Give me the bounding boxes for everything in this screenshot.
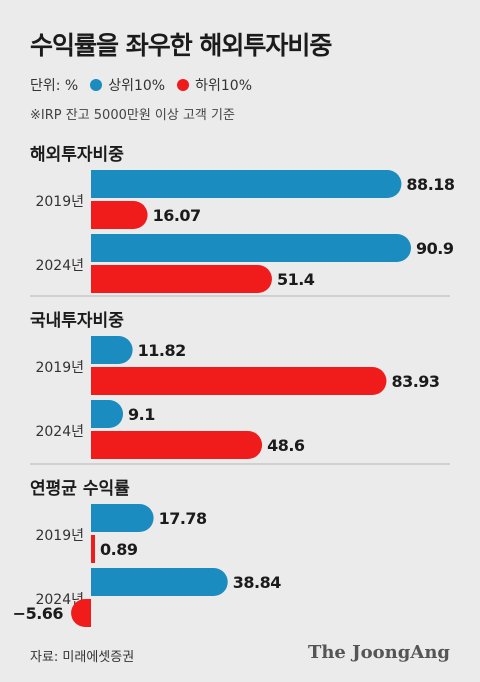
publisher-logo: The JoongAng (307, 642, 450, 663)
chart-title: 수익률을 좌우한 해외투자비중 (30, 31, 332, 60)
data-label: −5.66 (13, 604, 64, 623)
data-label: 16.07 (153, 206, 201, 225)
data-label: 38.84 (233, 573, 281, 592)
unit-label: 단위: % (30, 78, 79, 94)
bar-bottom10 (71, 599, 91, 627)
bar-top10 (91, 568, 228, 596)
category-label: 2024년 (35, 258, 84, 274)
legend: 단위: % 상위10% 하위10% (30, 75, 252, 95)
source-text: 자료: 미래에셋증권 (30, 650, 135, 665)
legend-label-top10: 상위10% (108, 78, 166, 94)
category-label: 2024년 (35, 424, 84, 440)
legend-label-bottom10: 하위10% (195, 78, 253, 94)
bar-bottom10 (91, 431, 263, 459)
bar-top10 (91, 504, 154, 532)
data-label: 88.18 (406, 175, 454, 194)
footnote: ※IRP 잔고 5000만원 이상 고객 기준 (30, 108, 235, 123)
data-label: 17.78 (159, 509, 207, 528)
data-label: 90.9 (416, 239, 454, 258)
bar-bottom10 (91, 535, 95, 563)
panel-title: 해외투자비중 (30, 145, 124, 165)
data-label: 0.89 (100, 540, 138, 559)
bar-bottom10 (91, 367, 387, 395)
legend-swatch-top10 (90, 79, 103, 91)
category-label: 2024년 (35, 592, 84, 608)
bar-top10 (91, 170, 402, 198)
data-label: 83.93 (391, 372, 439, 391)
legend-swatch-bottom10 (177, 79, 190, 91)
category-label: 2019년 (35, 528, 84, 544)
data-label: 11.82 (138, 341, 186, 360)
panel-title: 연평균 수익률 (30, 479, 130, 499)
bar-top10 (91, 400, 124, 428)
category-label: 2019년 (35, 360, 84, 376)
data-label: 9.1 (128, 405, 155, 424)
bar-bottom10 (91, 201, 148, 229)
bar-top10 (91, 234, 411, 262)
data-label: 48.6 (267, 436, 305, 455)
bar-top10 (91, 336, 133, 364)
panel-title: 국내투자비중 (30, 311, 124, 331)
bar-bottom10 (91, 265, 272, 293)
category-label: 2019년 (35, 194, 84, 210)
data-label: 51.4 (277, 270, 315, 289)
